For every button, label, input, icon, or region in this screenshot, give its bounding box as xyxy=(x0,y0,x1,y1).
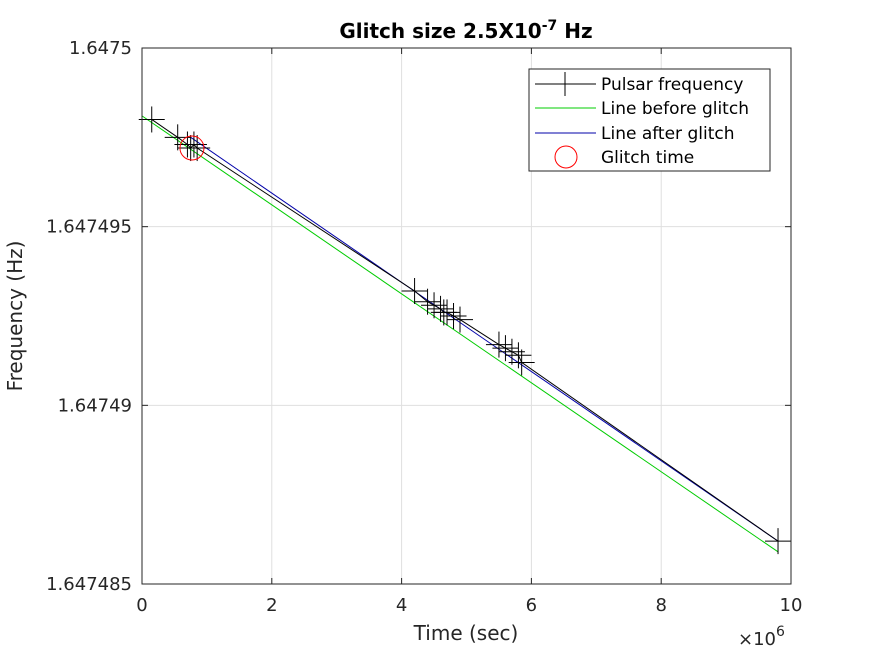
legend-label-line-before-glitch: Line before glitch xyxy=(601,99,749,119)
legend: Pulsar frequency Line before glitch Line… xyxy=(528,68,771,172)
x-tick-label: 2 xyxy=(266,595,277,616)
pulsar-frequency-point xyxy=(414,288,441,315)
x-axis-exponent-base: ×10 xyxy=(738,629,776,650)
legend-item-glitch-time: Glitch time xyxy=(554,145,694,169)
pulsar-frequency-point xyxy=(440,303,467,329)
y-tick-label: 1.64749 xyxy=(58,395,132,416)
x-tick-label: 8 xyxy=(655,595,666,616)
pulsar-frequency-point xyxy=(447,306,474,333)
glitch-time-marker xyxy=(179,135,205,161)
pulsar-frequency-point xyxy=(434,299,461,326)
pulsar-frequency-point xyxy=(427,295,454,322)
legend-glitch-circle xyxy=(554,145,578,169)
legend-item-line-after-glitch: Line after glitch xyxy=(535,124,734,144)
legend-label-glitch-time: Glitch time xyxy=(601,148,694,168)
pulsar-frequency-line xyxy=(151,119,779,542)
axis-ticks: 0 2 4 6 8 10 1.647485 1.64749 1.647495 1.6475 xyxy=(46,38,802,616)
pulsar-frequency-point xyxy=(765,528,792,555)
legend-label-pulsar-frequency: Pulsar frequency xyxy=(601,75,743,95)
pulsar-frequency-point xyxy=(508,349,535,376)
series-layer xyxy=(138,106,792,555)
x-tick-label: 6 xyxy=(526,595,537,616)
legend-item-line-before-glitch: Line before glitch xyxy=(535,99,749,119)
x-axis-exponent: ×106 xyxy=(738,624,785,650)
legend-box xyxy=(528,68,771,172)
pulsar-frequency-point xyxy=(184,135,211,162)
line-before-glitch xyxy=(141,115,779,553)
pulsar-frequency-point xyxy=(505,342,532,369)
legend-label-line-after-glitch: Line after glitch xyxy=(601,124,734,144)
chart-title-exponent: -7 xyxy=(542,18,558,34)
y-tick-label: 1.6475 xyxy=(69,38,132,59)
line-after-glitch xyxy=(190,136,779,542)
pulsar-frequency-point xyxy=(485,331,512,358)
y-tick-label: 1.647495 xyxy=(46,217,132,238)
plot-frame xyxy=(141,47,792,585)
y-tick-label: 1.647485 xyxy=(46,574,132,595)
chart-title: Glitch size 2.5X10-7 Hz xyxy=(339,18,592,43)
y-axis-label: Frequency (Hz) xyxy=(3,241,27,392)
chart-title-unit: Hz xyxy=(557,19,592,43)
x-tick-label: 4 xyxy=(396,595,407,616)
x-axis-label: Time (sec) xyxy=(413,621,519,645)
x-axis-exponent-power: 6 xyxy=(776,624,785,640)
legend-item-pulsar-frequency: Pulsar frequency xyxy=(535,72,743,96)
chart-title-main: Glitch size 2.5X10 xyxy=(339,19,541,43)
pulsar-frequency-point xyxy=(421,292,448,319)
pulsar-frequency-point xyxy=(401,277,428,304)
pulsar-frequency-point xyxy=(138,106,165,133)
x-tick-label: 10 xyxy=(780,595,803,616)
x-tick-label: 0 xyxy=(136,595,147,616)
pulsar-frequency-point xyxy=(498,338,525,365)
pulsar-frequency-point xyxy=(492,335,519,362)
